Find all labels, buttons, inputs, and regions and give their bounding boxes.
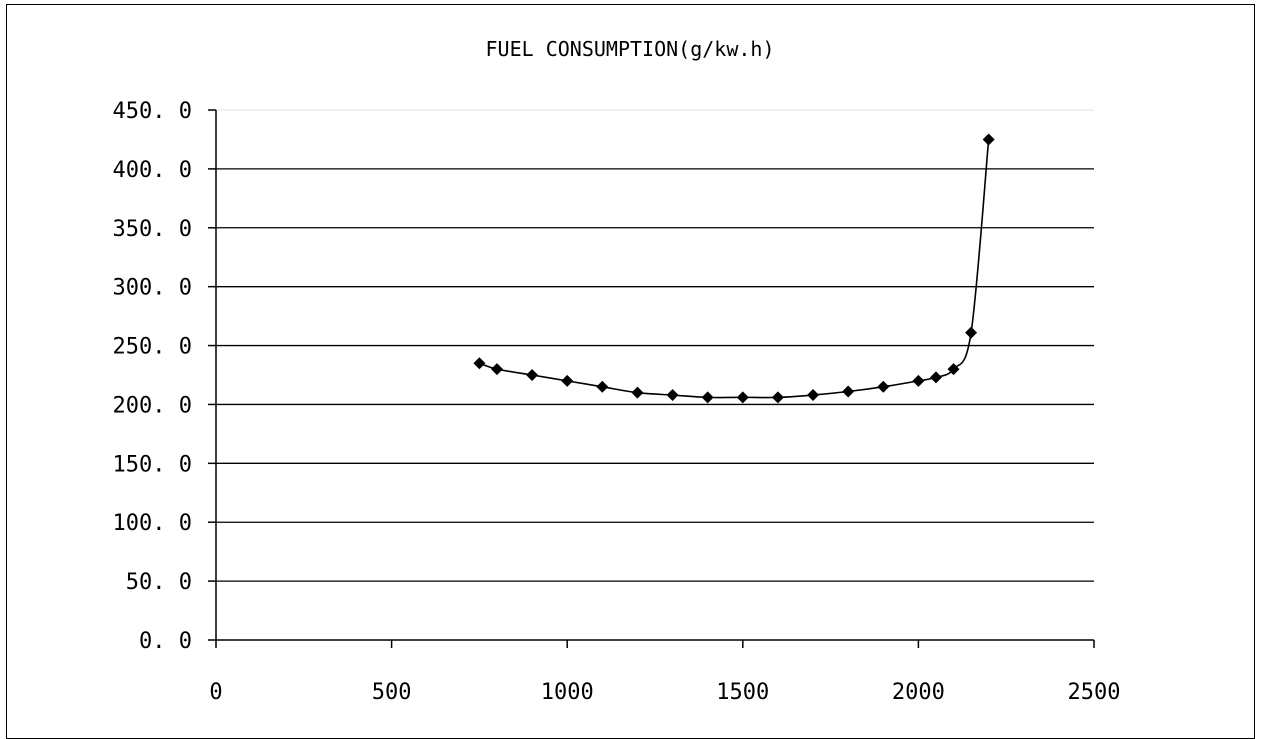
y-tick-label: 450. 0 bbox=[113, 99, 192, 124]
data-point bbox=[912, 374, 925, 387]
y-tick-labels: 0. 0 50. 0 100. 0 150. 0 200. 0 250. 0 300. 0 3… bbox=[113, 99, 192, 654]
data-point bbox=[596, 380, 609, 393]
y-tick-label: 50. 0 bbox=[126, 570, 192, 595]
x-tick-label: 500 bbox=[372, 680, 412, 705]
x-tick-label: 2000 bbox=[892, 680, 945, 705]
data-series bbox=[473, 133, 995, 404]
y-tick-label: 350. 0 bbox=[113, 217, 192, 242]
y-tick-label: 0. 0 bbox=[139, 629, 192, 654]
y-tick-label: 150. 0 bbox=[113, 452, 192, 477]
axes bbox=[208, 109, 1095, 648]
y-tick-label: 200. 0 bbox=[113, 393, 192, 418]
data-point bbox=[561, 374, 574, 387]
y-tick-label: 400. 0 bbox=[113, 158, 192, 183]
x-tick-labels: 0 500 1000 1500 2000 2500 bbox=[209, 680, 1120, 705]
x-tick-label: 1500 bbox=[716, 680, 769, 705]
y-tick-label: 250. 0 bbox=[113, 335, 192, 360]
data-point bbox=[736, 391, 749, 404]
chart-frame bbox=[6, 4, 1255, 739]
data-point bbox=[877, 380, 890, 393]
y-tick-label: 300. 0 bbox=[113, 276, 192, 301]
data-point bbox=[473, 357, 486, 370]
data-point bbox=[490, 363, 503, 376]
data-point bbox=[666, 389, 679, 402]
data-point bbox=[701, 391, 714, 404]
data-point bbox=[947, 363, 960, 376]
data-point bbox=[771, 391, 784, 404]
data-point bbox=[842, 385, 855, 398]
x-tick-label: 0 bbox=[209, 680, 222, 705]
x-tick-label: 1000 bbox=[541, 680, 594, 705]
chart-title: FUEL CONSUMPTION(g/kw.h) bbox=[486, 37, 775, 61]
data-point bbox=[929, 371, 942, 384]
data-point bbox=[965, 326, 978, 339]
y-tick-label: 100. 0 bbox=[113, 511, 192, 536]
data-point bbox=[807, 389, 820, 402]
data-point bbox=[526, 369, 539, 381]
x-tick-label: 2500 bbox=[1068, 680, 1121, 705]
data-point bbox=[982, 133, 995, 146]
series-line bbox=[479, 139, 990, 399]
data-point bbox=[631, 386, 644, 399]
grid-lines bbox=[216, 109, 1094, 582]
